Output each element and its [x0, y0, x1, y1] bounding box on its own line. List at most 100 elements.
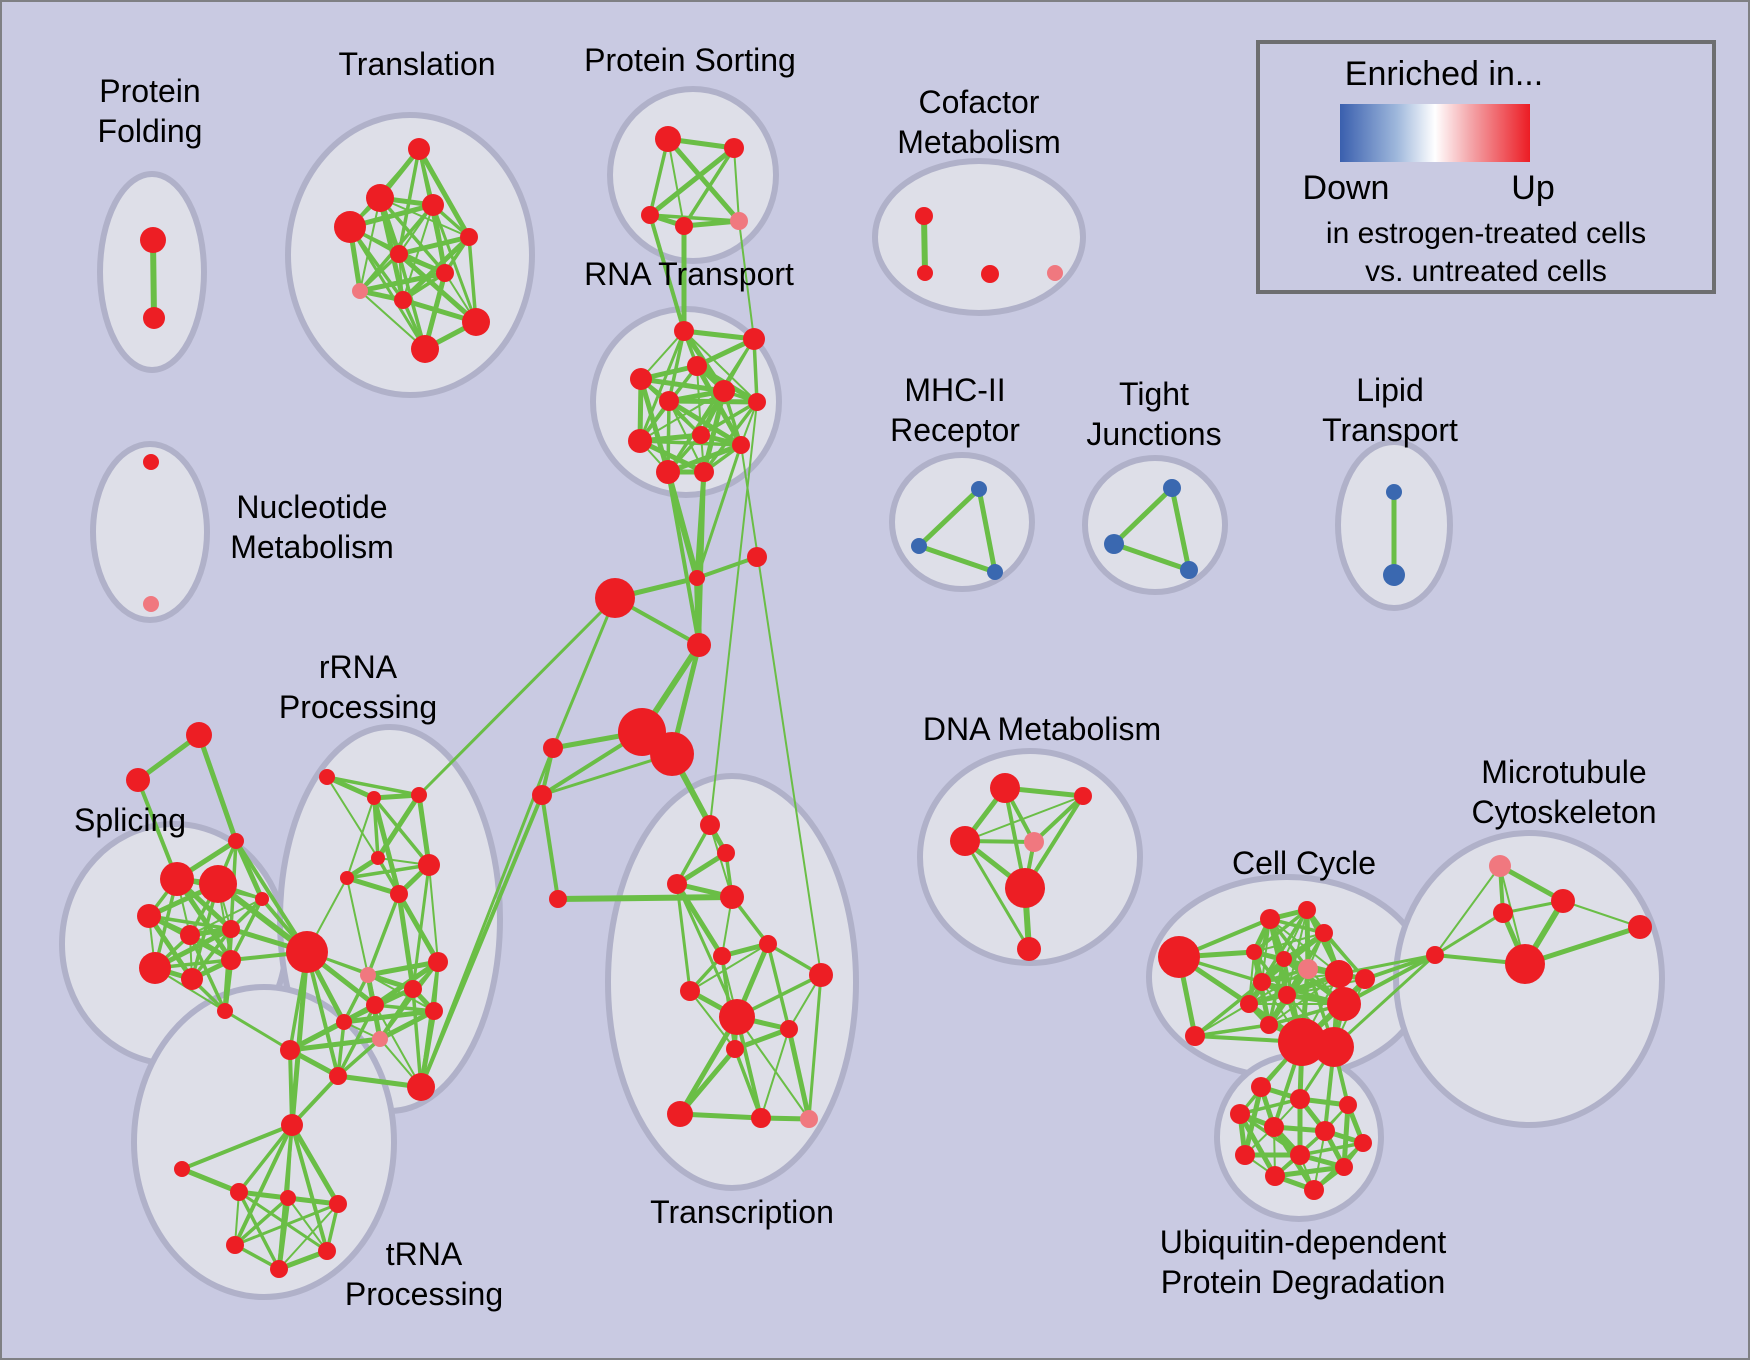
- edge: [1497, 863, 1566, 904]
- edge: [357, 270, 448, 294]
- edge: [1332, 953, 1437, 1049]
- node-cf-1: [917, 265, 933, 281]
- trna-processing-label: tRNA Processing: [344, 1236, 504, 1312]
- edge: [1562, 900, 1641, 928]
- node-tj-2: [1180, 561, 1198, 579]
- node-tj-1: [1104, 534, 1124, 554]
- node-dn-2: [950, 826, 980, 856]
- cofactor-metabolism-label: Cofactor Metabolism: [897, 84, 1061, 160]
- legend-gradient-bar: [1340, 104, 1530, 162]
- edge: [677, 1111, 764, 1121]
- edge: [278, 1203, 339, 1270]
- edge: [305, 950, 340, 1078]
- node-rr-16: [329, 1067, 347, 1085]
- node-tx-6: [713, 947, 731, 965]
- node-rt-3: [630, 368, 652, 390]
- edge: [681, 328, 757, 342]
- node-ub-11: [1304, 1180, 1324, 1200]
- lipid-transport-label: Lipid Transport: [1322, 372, 1458, 448]
- node-tl-2: [422, 194, 444, 216]
- node-cc-4: [1315, 924, 1333, 942]
- edge: [689, 943, 769, 992]
- node-tx-0: [700, 815, 720, 835]
- node-rr-1: [367, 791, 381, 805]
- node-rr-12: [428, 952, 448, 972]
- edge: [1238, 1097, 1302, 1116]
- edge: [740, 444, 822, 976]
- edge: [1267, 957, 1286, 1027]
- node-cc-15: [1314, 1027, 1354, 1067]
- edge: [136, 778, 179, 881]
- edge: [1248, 968, 1309, 1005]
- microtubule-cytoskeleton-label: Microtubule Cytoskeleton: [1471, 754, 1657, 830]
- node-tl-3: [334, 211, 366, 243]
- edge: [709, 401, 758, 826]
- edge: [976, 486, 998, 575]
- edge: [1111, 485, 1175, 547]
- node-cc-6: [1276, 951, 1292, 967]
- node-rr-14: [372, 1031, 388, 1047]
- node-tr-0: [281, 1114, 303, 1136]
- edge: [237, 1123, 294, 1194]
- node-tx-5: [759, 935, 777, 953]
- node-sp-11: [217, 1003, 233, 1019]
- node-tx-12: [667, 1101, 693, 1127]
- edge: [325, 775, 421, 797]
- legend-subtitle-line2: vs. untreated cells: [1365, 255, 1607, 288]
- edge: [1237, 1111, 1278, 1179]
- edge: [709, 824, 733, 898]
- edge: [346, 877, 369, 976]
- edge: [147, 914, 233, 931]
- edge: [396, 891, 416, 992]
- edge: [1193, 1023, 1271, 1038]
- node-rr-11: [336, 1014, 352, 1030]
- node-cc-16: [1185, 1026, 1205, 1046]
- node-sp-8: [139, 952, 171, 984]
- node-sp-1: [126, 768, 150, 792]
- edge: [346, 797, 375, 879]
- node-rr-13: [360, 967, 376, 983]
- edge: [289, 949, 310, 1128]
- cluster-ellipse-trna-processing: [131, 984, 397, 1300]
- node-tx-14: [800, 1110, 818, 1128]
- edge: [179, 1166, 242, 1195]
- node-ps-1: [724, 138, 744, 158]
- edge: [336, 1037, 382, 1078]
- edge: [287, 1036, 383, 1053]
- edge: [540, 793, 560, 901]
- edge: [378, 960, 440, 1041]
- edge: [695, 443, 743, 580]
- edge: [416, 146, 472, 240]
- edge: [1298, 1141, 1365, 1157]
- edge: [1111, 541, 1192, 573]
- edge: [682, 146, 736, 228]
- node-cc-1: [1246, 944, 1262, 960]
- node-rt-11: [694, 462, 714, 482]
- edge: [365, 959, 441, 978]
- edge: [648, 137, 670, 217]
- edge: [638, 329, 686, 443]
- cluster-ellipse-protein-sorting: [607, 86, 779, 264]
- node-sp-4: [199, 865, 237, 903]
- node-tl-7: [352, 283, 368, 299]
- node-ub-2: [1339, 1096, 1357, 1114]
- edge: [702, 400, 759, 474]
- node-sp-9: [181, 968, 203, 990]
- node-rr-4: [340, 871, 354, 885]
- rna-transport-label: RNA Transport: [584, 256, 794, 292]
- edge: [736, 1016, 810, 1120]
- node-cc-9: [1355, 969, 1375, 989]
- node-tx-9: [719, 999, 755, 1035]
- edge: [234, 839, 309, 954]
- node-rr-10: [425, 1002, 443, 1020]
- edge: [396, 251, 479, 325]
- node-ce-5: [650, 732, 694, 776]
- cell-cycle-label: Cell Cycle: [1231, 845, 1377, 881]
- edge: [416, 792, 432, 868]
- edge: [287, 1197, 328, 1252]
- node-lt-1: [1383, 564, 1405, 586]
- legend-up-label: Up: [1511, 169, 1555, 207]
- node-cc-2: [1260, 909, 1280, 929]
- edge: [223, 1009, 292, 1052]
- node-tx-2: [667, 874, 687, 894]
